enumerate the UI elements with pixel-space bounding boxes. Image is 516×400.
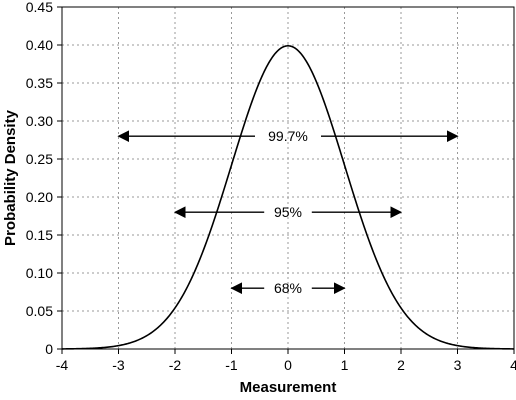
x-tick-label: 4 — [510, 357, 516, 373]
range-annotations: 99.7% 95% 68% — [117, 128, 459, 296]
y-axis-ticks: 0 0.05 0.10 0.15 0.20 0.25 0.30 0.35 0.40 0.45 — [26, 0, 62, 357]
x-tick-label: -3 — [112, 357, 125, 373]
range-label: 95% — [274, 204, 302, 220]
y-axis-title: Probability Density — [2, 109, 19, 246]
x-tick-label: -2 — [169, 357, 182, 373]
x-axis-title: Measurement — [240, 379, 337, 396]
x-tick-label: 1 — [341, 357, 349, 373]
y-tick-label: 0.25 — [26, 151, 53, 167]
y-tick-label: 0.20 — [26, 189, 53, 205]
x-tick-label: 2 — [397, 357, 405, 373]
normal-curve — [61, 44, 515, 350]
x-tick-label: -1 — [225, 357, 238, 373]
x-tick-label: 3 — [454, 357, 462, 373]
range-label: 68% — [274, 280, 302, 296]
y-tick-label: 0.15 — [26, 227, 53, 243]
y-tick-label: 0.05 — [26, 303, 53, 319]
y-tick-label: 0.40 — [26, 37, 53, 53]
grid — [62, 7, 514, 349]
y-tick-label: 0.45 — [26, 0, 53, 15]
x-tick-label: 0 — [284, 357, 292, 373]
y-tick-label: 0.35 — [26, 75, 53, 91]
x-tick-label: -4 — [56, 357, 69, 373]
x-axis-ticks: -4 -3 -2 -1 0 1 2 3 4 — [56, 349, 516, 373]
y-tick-label: 0.10 — [26, 265, 53, 281]
y-tick-label: 0.30 — [26, 113, 53, 129]
range-label: 99.7% — [268, 128, 308, 144]
y-tick-label: 0 — [45, 341, 53, 357]
